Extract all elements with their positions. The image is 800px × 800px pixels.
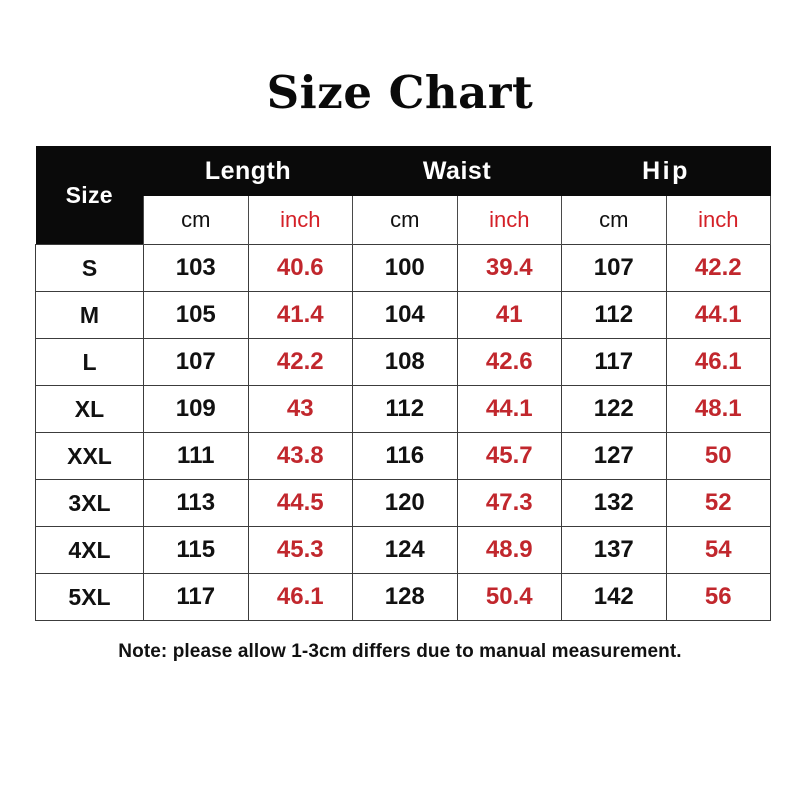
- cell-hip-cm: 127: [561, 432, 667, 480]
- size-chart-table-container: Size Length Waist Hip cm inch cm inch cm…: [35, 146, 772, 621]
- cell-hip-inch: 54: [665, 526, 772, 574]
- size-chart-table: Size Length Waist Hip cm inch cm inch cm…: [35, 146, 772, 621]
- table-row: M 105 41.4 104 41 112 44.1: [35, 291, 772, 339]
- cell-length-inch: 46.1: [247, 573, 354, 621]
- cell-length-inch: 43: [247, 385, 354, 433]
- cell-waist-cm: 108: [352, 338, 458, 386]
- cell-hip-cm: 142: [561, 573, 667, 621]
- header-group-waist: Waist: [352, 146, 562, 196]
- cell-length-inch: 45.3: [247, 526, 354, 574]
- cell-size: 4XL: [35, 526, 144, 574]
- cell-length-inch: 44.5: [247, 479, 354, 527]
- cell-hip-inch: 42.2: [665, 244, 772, 292]
- cell-size: M: [35, 291, 144, 339]
- cell-hip-cm: 112: [561, 291, 667, 339]
- cell-length-inch: 43.8: [247, 432, 354, 480]
- table-row: S 103 40.6 100 39.4 107 42.2: [35, 244, 772, 292]
- cell-waist-cm: 104: [352, 291, 458, 339]
- cell-hip-inch: 48.1: [665, 385, 772, 433]
- cell-waist-inch: 48.9: [456, 526, 563, 574]
- cell-waist-cm: 128: [352, 573, 458, 621]
- cell-waist-inch: 42.6: [456, 338, 563, 386]
- table-body: S 103 40.6 100 39.4 107 42.2 M 105 41.4 104 41 112 44…: [35, 244, 772, 621]
- cell-length-inch: 42.2: [247, 338, 354, 386]
- cell-waist-inch: 41: [456, 291, 563, 339]
- cell-size: XXL: [35, 432, 144, 480]
- header-size: Size: [35, 146, 144, 245]
- cell-length-cm: 109: [143, 385, 249, 433]
- header-unit-length-inch: inch: [247, 196, 354, 245]
- header-unit-row: cm inch cm inch cm inch: [36, 196, 772, 245]
- cell-size: XL: [35, 385, 144, 433]
- cell-hip-cm: 107: [561, 244, 667, 292]
- cell-length-inch: 40.6: [247, 244, 354, 292]
- cell-length-cm: 115: [143, 526, 249, 574]
- cell-size: 5XL: [35, 573, 144, 621]
- header-unit-hip-cm: cm: [561, 196, 667, 245]
- table-header: Size Length Waist Hip cm inch cm inch cm…: [35, 146, 772, 245]
- cell-hip-inch: 44.1: [665, 291, 772, 339]
- cell-length-cm: 107: [143, 338, 249, 386]
- cell-length-cm: 117: [143, 573, 249, 621]
- table-row: XXL 111 43.8 116 45.7 127 50: [35, 432, 772, 480]
- header-group-hip: Hip: [561, 146, 771, 196]
- cell-waist-cm: 120: [352, 479, 458, 527]
- table-row: 5XL 117 46.1 128 50.4 142 56: [35, 573, 772, 621]
- cell-waist-inch: 47.3: [456, 479, 563, 527]
- cell-waist-cm: 124: [352, 526, 458, 574]
- cell-size: 3XL: [35, 479, 144, 527]
- header-unit-hip-inch: inch: [665, 196, 772, 245]
- cell-waist-inch: 39.4: [456, 244, 563, 292]
- cell-length-cm: 105: [143, 291, 249, 339]
- header-group-row: Size Length Waist Hip: [35, 146, 771, 245]
- cell-waist-inch: 45.7: [456, 432, 563, 480]
- measurement-note: Note: please allow 1-3cm differs due to …: [118, 641, 682, 662]
- table-row: 3XL 113 44.5 120 47.3 132 52: [35, 479, 772, 527]
- table-row: 4XL 115 45.3 124 48.9 137 54: [35, 526, 772, 574]
- table-row: L 107 42.2 108 42.6 117 46.1: [35, 338, 772, 386]
- cell-hip-cm: 137: [561, 526, 667, 574]
- cell-waist-cm: 116: [352, 432, 458, 480]
- cell-hip-inch: 46.1: [665, 338, 772, 386]
- cell-waist-inch: 44.1: [456, 385, 563, 433]
- cell-length-cm: 103: [143, 244, 249, 292]
- page-title: Size Chart: [266, 66, 534, 119]
- cell-length-inch: 41.4: [247, 291, 354, 339]
- header-unit-waist-inch: inch: [456, 196, 563, 245]
- cell-hip-inch: 56: [665, 573, 772, 621]
- cell-hip-cm: 132: [561, 479, 667, 527]
- header-unit-waist-cm: cm: [352, 196, 458, 245]
- cell-waist-inch: 50.4: [456, 573, 563, 621]
- table-row: XL 109 43 112 44.1 122 48.1: [35, 385, 772, 433]
- header-unit-length-cm: cm: [143, 196, 249, 245]
- cell-length-cm: 111: [143, 432, 249, 480]
- cell-waist-cm: 100: [352, 244, 458, 292]
- cell-hip-inch: 52: [665, 479, 772, 527]
- header-group-length: Length: [143, 146, 353, 196]
- cell-waist-cm: 112: [352, 385, 458, 433]
- cell-hip-inch: 50: [665, 432, 772, 480]
- cell-size: L: [35, 338, 144, 386]
- cell-hip-cm: 122: [561, 385, 667, 433]
- cell-hip-cm: 117: [561, 338, 667, 386]
- cell-size: S: [35, 244, 144, 292]
- cell-length-cm: 113: [143, 479, 249, 527]
